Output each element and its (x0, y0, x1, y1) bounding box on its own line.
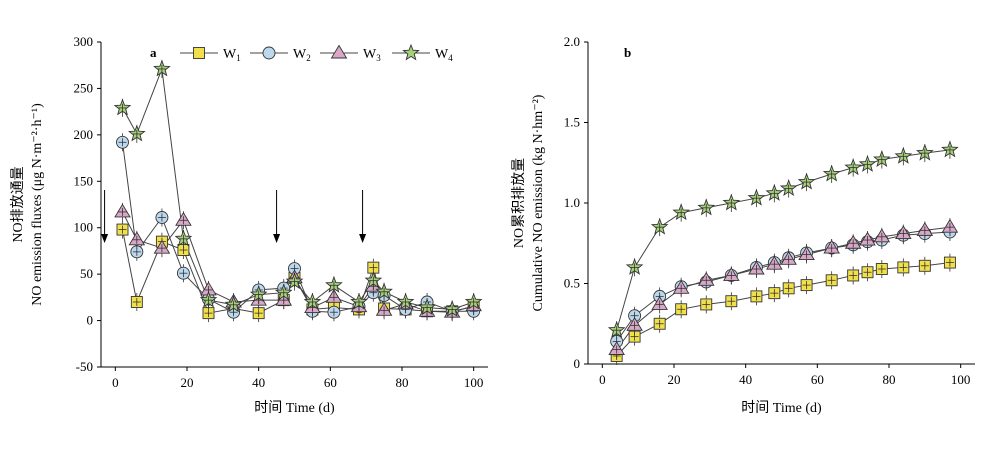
legend: W1 W2 W3 W4 (180, 43, 453, 63)
x-axis-label: 时间 Time (d) (741, 400, 822, 416)
x-tick-label: 0 (599, 372, 606, 387)
x-tick-label: 20 (181, 375, 194, 390)
fertilization-arrow (101, 190, 109, 243)
y-tick-label: 2.0 (564, 34, 580, 49)
y-tick-label: 150 (74, 173, 94, 188)
legend-item-w4: W4 (392, 43, 453, 63)
panel-b: 0 0.5 1.0 1.5 2.0 0 20 40 60 80 100 时间 Time (d) NO累积… (511, 34, 975, 416)
y-tick-label: 300 (74, 34, 94, 49)
arrow-head (273, 234, 281, 243)
y-tick-label: -50 (76, 359, 93, 374)
legend-marker (193, 47, 205, 59)
series-w2 (116, 133, 481, 322)
y-axis-label-cn: NO排放通量 (10, 166, 26, 242)
x-tick-label: 60 (324, 375, 337, 390)
x-tick-label: 100 (464, 375, 484, 390)
panel-label: a (150, 45, 157, 60)
y-tick-label: 100 (74, 220, 94, 235)
y-tick-label: 1.0 (564, 195, 580, 210)
y-tick-label: 1.5 (564, 115, 580, 130)
arrow-head (101, 234, 109, 243)
legend-marker (330, 44, 348, 59)
x-axis-label: 时间 Time (d) (254, 400, 335, 416)
legend-label-sub: 4 (448, 53, 453, 63)
x-tick-label: 0 (112, 375, 119, 390)
legend-item-w1: W1 (180, 47, 241, 63)
y-tick-label: 0.5 (564, 276, 580, 291)
x-tick-label: 40 (252, 375, 265, 390)
legend-label-base: W (363, 47, 377, 62)
y-axis-label-cn: NO累积排放量 (511, 158, 527, 248)
x-tick-label: 80 (883, 372, 896, 387)
legend-marker (262, 46, 276, 60)
fertilization-arrow (359, 190, 367, 243)
x-tick-label: 80 (396, 375, 409, 390)
y-tick-label: 0 (574, 356, 581, 371)
legend-item-w2: W2 (250, 46, 311, 63)
x-tick-label: 100 (951, 372, 971, 387)
legend-label: W2 (293, 47, 311, 63)
legend-item-w3: W3 (320, 44, 381, 63)
legend-label-base: W (435, 47, 449, 62)
legend-label-sub: 2 (306, 53, 311, 63)
legend-label-base: W (223, 47, 237, 62)
y-tick-label: 50 (80, 266, 93, 281)
legend-label-sub: 1 (236, 53, 241, 63)
series-line-w3 (122, 211, 474, 313)
panel-a: -50 0 50 100 150 200 250 300 0 20 40 60 80 100 时间 Time… (10, 34, 488, 416)
legend-label: W3 (363, 47, 381, 63)
series-w3 (608, 218, 959, 359)
x-tick-label: 40 (739, 372, 752, 387)
panel-label: b (624, 45, 631, 60)
y-axis-label-en: NO emission fluxes (μg N·m⁻²·h⁻¹) (30, 103, 45, 306)
legend-label-base: W (293, 47, 307, 62)
fertilization-arrow (273, 190, 281, 243)
series-w4 (607, 140, 959, 340)
legend-label-sub: 3 (376, 53, 381, 63)
x-tick-label: 60 (811, 372, 824, 387)
series-w4 (113, 59, 483, 319)
y-tick-label: 250 (74, 80, 94, 95)
legend-marker (402, 43, 420, 61)
legend-label: W1 (223, 47, 241, 63)
y-tick-label: 0 (87, 313, 94, 328)
x-tick-label: 20 (668, 372, 681, 387)
y-axis-label-en: Cumulative NO emission (kg N·hm⁻²) (531, 94, 546, 311)
arrow-head (359, 234, 367, 243)
y-tick-label: 200 (74, 127, 94, 142)
legend-label: W4 (435, 47, 453, 63)
